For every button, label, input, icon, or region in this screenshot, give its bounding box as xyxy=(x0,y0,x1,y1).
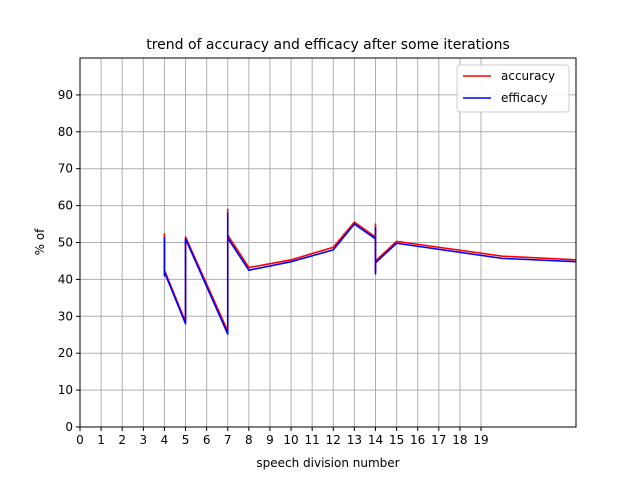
y-tick-label: 70 xyxy=(58,162,73,176)
legend-label-efficacy: efficacy xyxy=(501,91,548,105)
y-tick-label: 10 xyxy=(58,383,73,397)
x-tick-label: 17 xyxy=(431,433,446,447)
x-tick-label: 3 xyxy=(139,433,147,447)
x-tick-label: 9 xyxy=(266,433,274,447)
y-tick-label: 90 xyxy=(58,88,73,102)
x-tick-label: 12 xyxy=(326,433,341,447)
x-tick-label: 13 xyxy=(347,433,362,447)
y-tick-label: 80 xyxy=(58,125,73,139)
x-tick-label: 6 xyxy=(203,433,211,447)
chart-title: trend of accuracy and efficacy after som… xyxy=(146,37,510,53)
y-axis-ticks: 0 10 20 30 40 50 60 70 80 90 xyxy=(58,88,80,434)
y-tick-label: 20 xyxy=(58,346,73,360)
x-tick-label: 11 xyxy=(305,433,320,447)
x-tick-label: 15 xyxy=(389,433,404,447)
series-lines xyxy=(163,208,577,335)
x-tick-label: 1 xyxy=(97,433,105,447)
y-tick-label: 30 xyxy=(58,309,73,323)
series-line-accuracy xyxy=(163,208,577,332)
legend-label-accuracy: accuracy xyxy=(501,69,555,83)
grid xyxy=(79,58,576,428)
x-axis-label: speech division number xyxy=(256,456,399,470)
x-tick-label: 7 xyxy=(224,433,232,447)
x-tick-label: 19 xyxy=(473,433,488,447)
y-tick-label: 40 xyxy=(58,272,73,286)
legend: accuracy efficacy xyxy=(456,64,570,113)
y-tick-label: 0 xyxy=(65,420,73,434)
y-axis-label: % of xyxy=(33,228,47,256)
x-tick-label: 14 xyxy=(368,433,383,447)
x-axis-ticks: 0 1 2 3 4 5 6 7 8 9 10 11 12 13 14 15 16 17 18 19 xyxy=(76,427,489,447)
x-tick-label: 5 xyxy=(182,433,190,447)
series-line-efficacy xyxy=(163,212,577,335)
y-tick-label: 50 xyxy=(58,236,73,250)
x-tick-label: 4 xyxy=(161,433,169,447)
x-tick-label: 2 xyxy=(118,433,126,447)
y-tick-label: 60 xyxy=(58,199,73,213)
x-tick-label: 18 xyxy=(452,433,467,447)
x-tick-label: 8 xyxy=(245,433,253,447)
x-tick-label: 0 xyxy=(76,433,84,447)
x-tick-label: 16 xyxy=(410,433,425,447)
x-tick-label: 10 xyxy=(283,433,298,447)
